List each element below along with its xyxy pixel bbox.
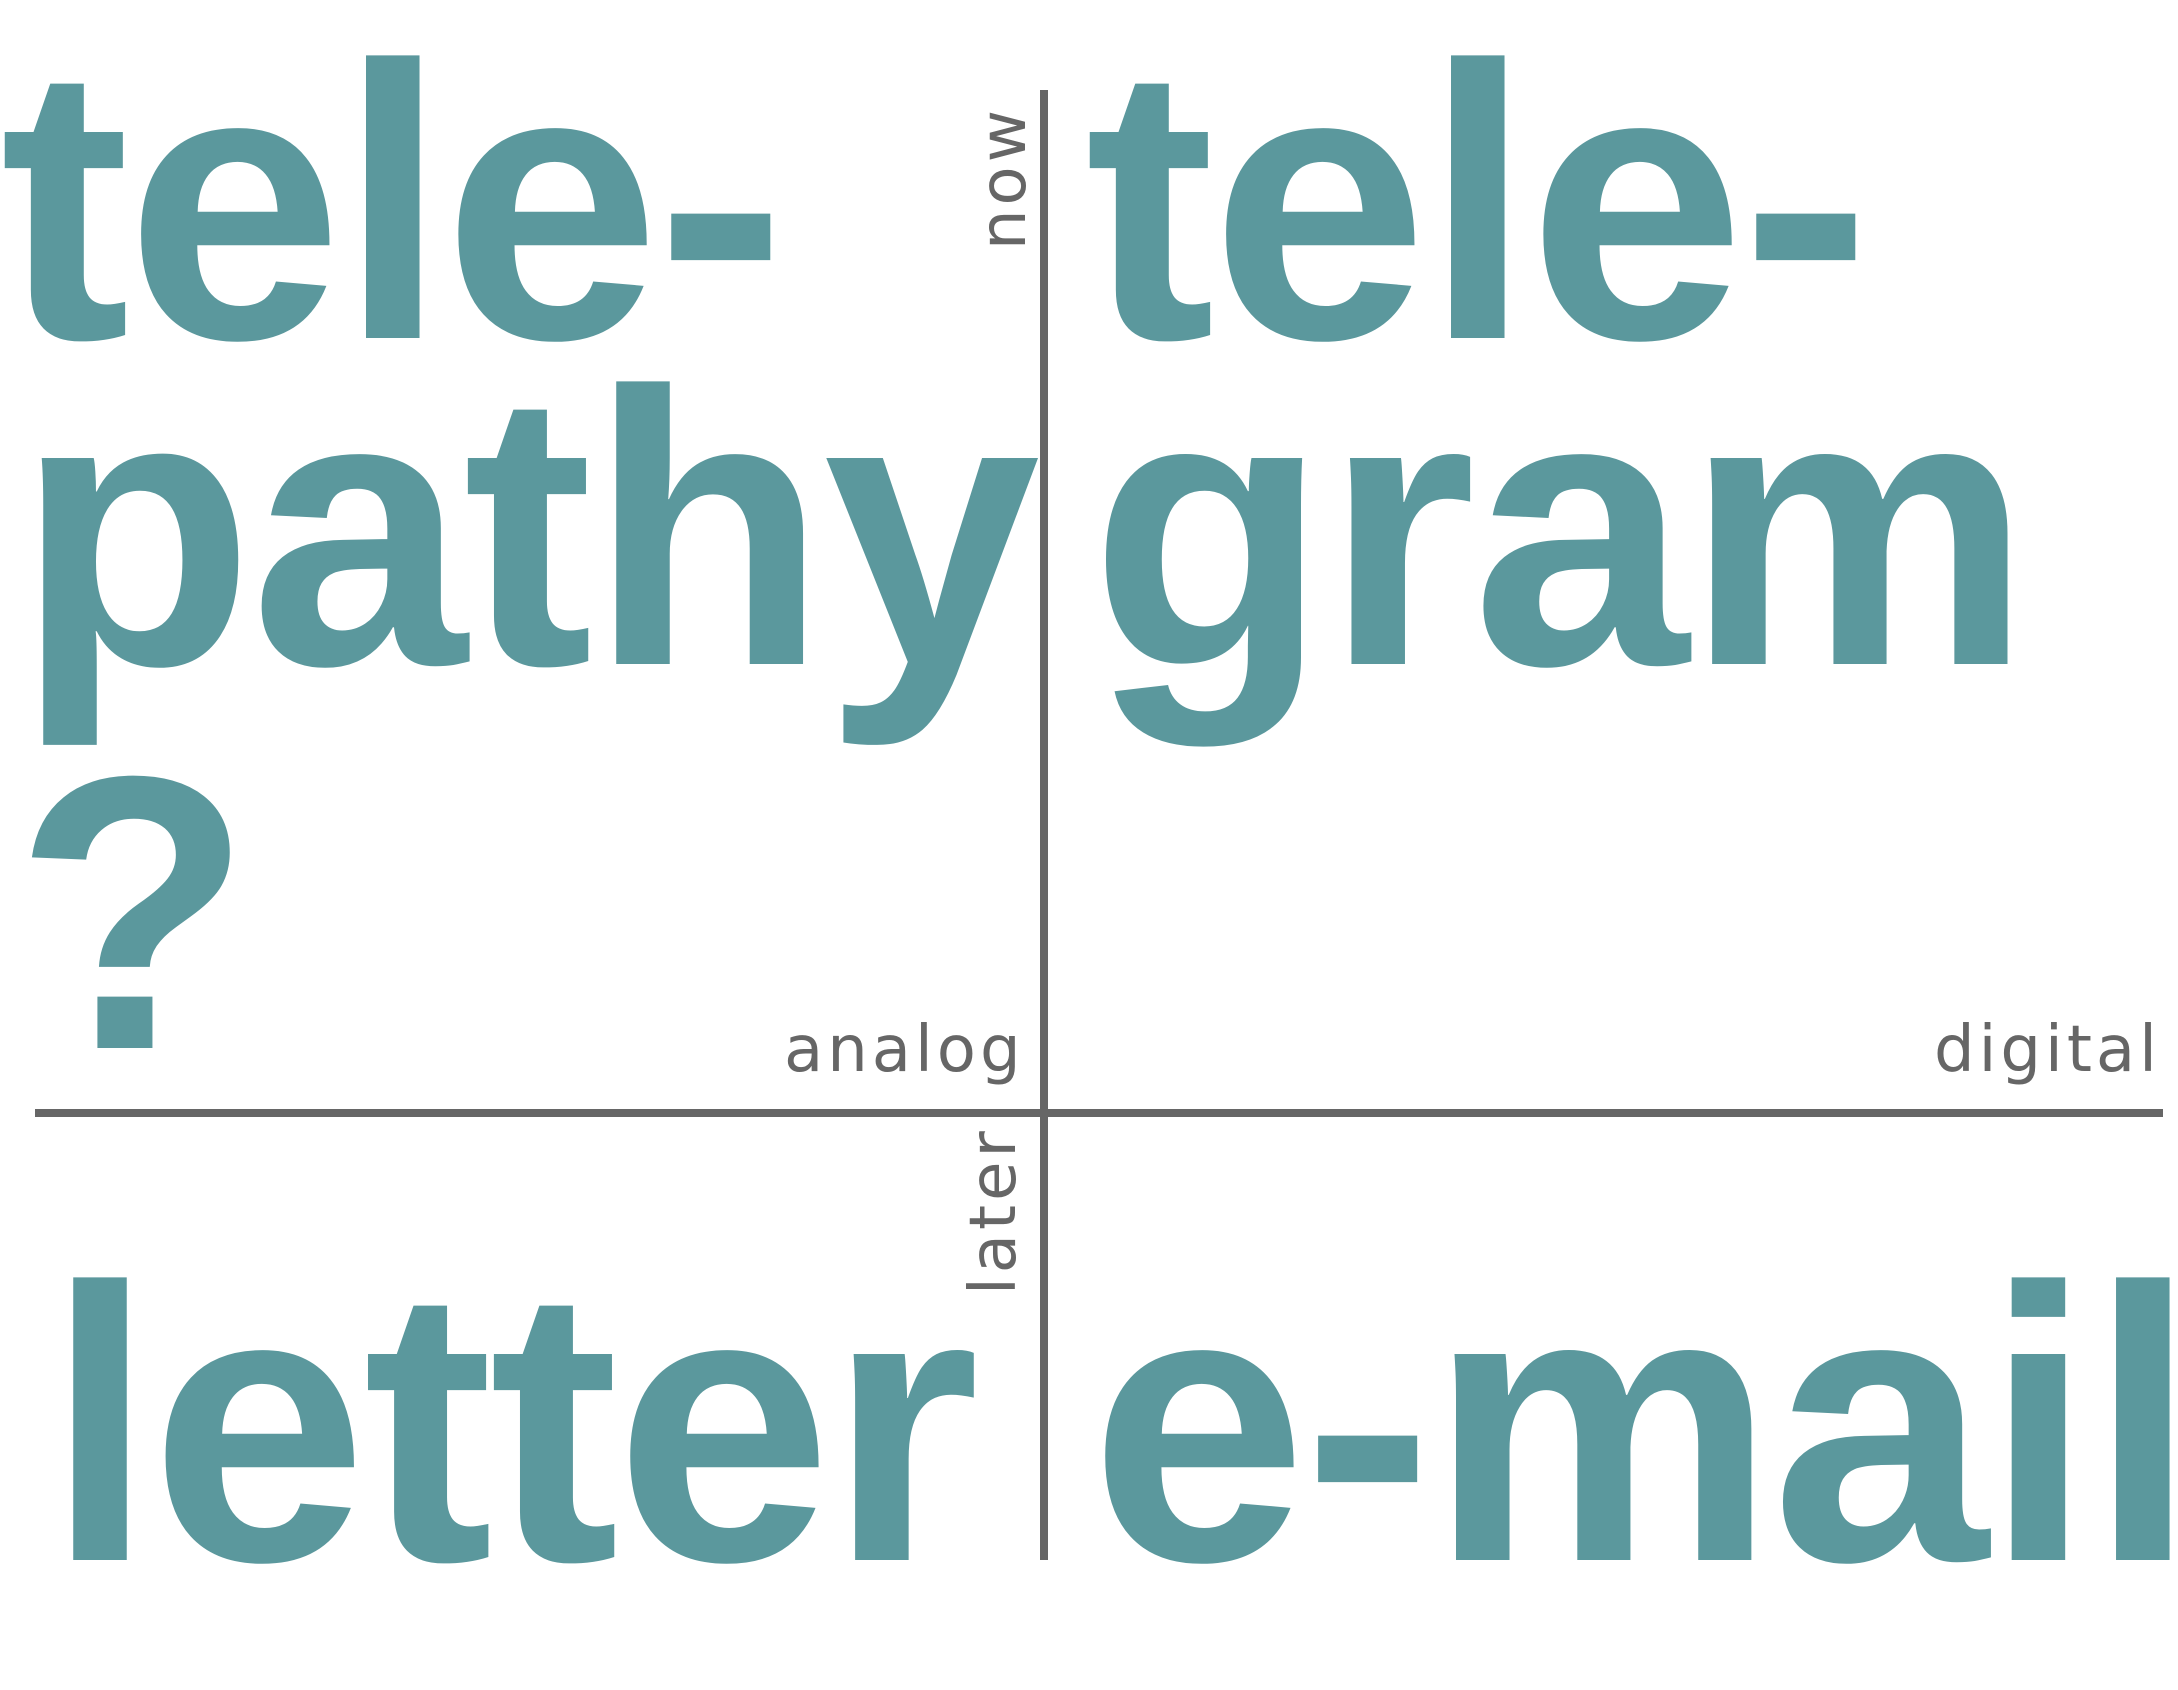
telepathy-question-mark: ? (14, 695, 252, 1131)
vertical-axis (1040, 90, 1048, 1560)
telepathy-word-line-2: pathy (16, 311, 1040, 747)
telepathy-word-line-1: tele- (0, 0, 786, 421)
telegram-word-line-2: gram (1090, 311, 2032, 747)
axis-label-digital: digital (1934, 1013, 2161, 1087)
axis-label-now: now (967, 105, 1041, 250)
horizontal-axis (35, 1109, 2163, 1117)
telegram-word-line-1: tele- (1085, 0, 1871, 421)
email-word: e-mail (1090, 1207, 2178, 1643)
axis-label-analog: analog (784, 1013, 1025, 1087)
letter-word: letter (46, 1207, 980, 1643)
